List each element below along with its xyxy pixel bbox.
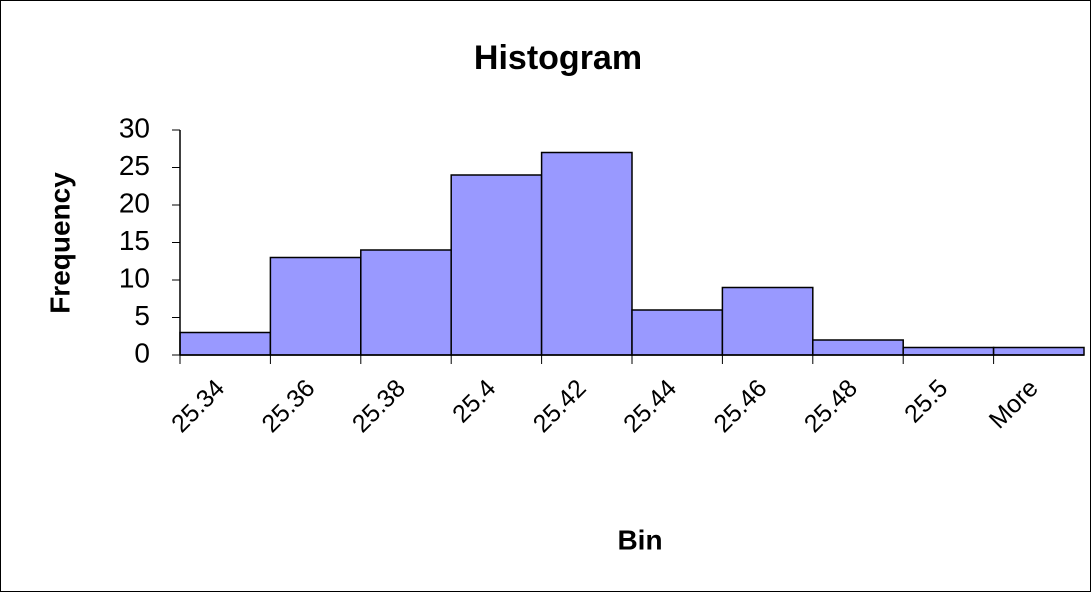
y-tick-label: 0 [134,337,150,368]
bar [902,346,995,356]
bar [992,346,1085,356]
chart-title: Histogram [474,39,642,77]
y-tick-label: 10 [119,262,150,293]
bar [450,174,543,356]
y-tick-label: 15 [119,225,150,256]
bar [812,339,904,356]
bar [631,309,724,356]
y-tick-label: 25 [119,150,150,181]
y-tick-label: 20 [119,187,150,218]
bar [179,331,272,356]
y-axis-title: Frequency [44,172,75,314]
bar [360,249,452,356]
bar [269,256,362,356]
y-tick-label: 5 [134,300,150,331]
bar [721,286,814,356]
bar [540,151,633,356]
x-axis-title: Bin [617,524,662,555]
y-tick-label: 30 [119,112,150,143]
